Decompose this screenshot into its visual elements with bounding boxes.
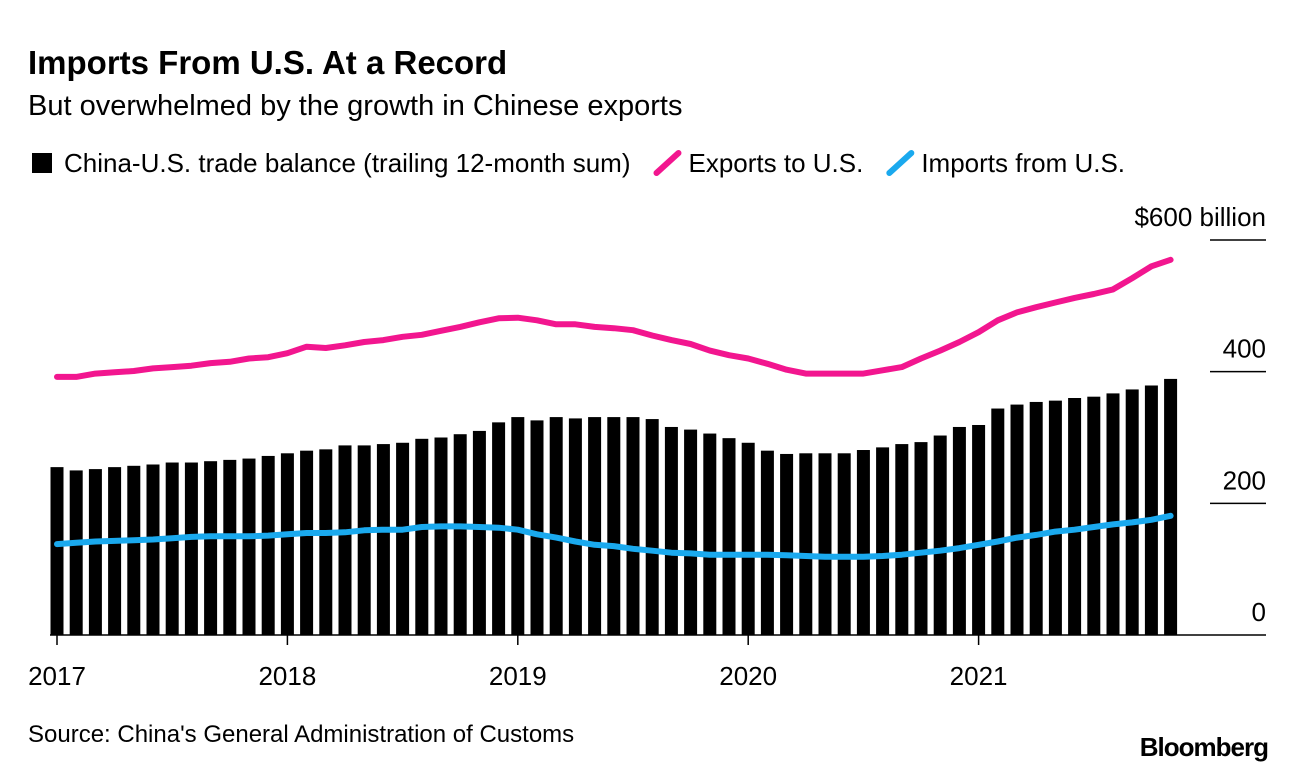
bar — [664, 426, 678, 635]
bar — [511, 417, 525, 635]
bar — [376, 444, 390, 635]
bar — [472, 430, 486, 635]
bar — [876, 447, 890, 635]
bar — [914, 442, 928, 635]
bar — [933, 435, 947, 635]
bar — [1029, 401, 1043, 635]
bar — [837, 453, 851, 635]
bar — [1048, 400, 1062, 635]
bar — [588, 417, 602, 635]
bar — [530, 420, 544, 635]
bar — [280, 453, 294, 635]
bar — [684, 429, 698, 635]
bar — [703, 433, 717, 635]
chart-subtitle: But overwhelmed by the growth in Chinese… — [28, 90, 682, 122]
bar — [396, 442, 410, 635]
bar — [1164, 378, 1178, 635]
y-tick-label: 400 — [1223, 334, 1266, 364]
bar — [1010, 404, 1024, 635]
bar — [415, 438, 429, 635]
bar — [261, 455, 275, 635]
bar — [607, 417, 621, 635]
legend-label: China-U.S. trade balance (trailing 12-mo… — [64, 148, 630, 178]
source: Source: China's General Administration o… — [28, 721, 574, 748]
bar — [204, 461, 218, 635]
bar — [549, 417, 563, 635]
line — [54, 256, 1174, 380]
bar — [645, 419, 659, 635]
bar — [1068, 398, 1082, 635]
legend-swatch — [886, 150, 915, 176]
bar — [818, 453, 832, 635]
y-tick-label: 200 — [1223, 465, 1266, 495]
bar — [741, 442, 755, 635]
bar — [856, 450, 870, 635]
chart-title: Imports From U.S. At a Record — [28, 44, 507, 81]
legend-label: Exports to U.S. — [688, 148, 863, 178]
bar — [1087, 396, 1101, 635]
legend-swatch — [32, 153, 52, 173]
bar — [453, 434, 467, 635]
bar — [50, 467, 64, 635]
bar — [722, 438, 736, 635]
bar — [952, 426, 966, 635]
legend-swatch — [653, 150, 682, 176]
bar — [760, 450, 774, 635]
line — [54, 512, 1174, 560]
bar — [223, 459, 237, 635]
bar — [300, 450, 314, 635]
bar — [799, 453, 813, 635]
bar — [127, 465, 141, 635]
x-tick-label: 2017 — [28, 661, 86, 691]
bar — [88, 469, 102, 635]
bar — [568, 418, 582, 635]
bar — [319, 449, 333, 635]
bar — [357, 445, 371, 635]
bar — [242, 458, 256, 635]
bar — [972, 424, 986, 635]
bar — [338, 445, 352, 635]
x-tick-label: 2019 — [489, 661, 547, 691]
bar — [1125, 389, 1139, 635]
bar — [780, 453, 794, 635]
bar — [69, 470, 83, 635]
bar — [1144, 385, 1158, 635]
bar — [146, 464, 160, 635]
bar — [165, 462, 179, 635]
bar — [184, 462, 198, 635]
bar — [626, 417, 640, 635]
x-tick-label: 2020 — [719, 661, 777, 691]
brand-logo: Bloomberg — [1140, 732, 1268, 762]
y-tick-label: 0 — [1252, 597, 1266, 627]
y-tick-label: $600 billion — [1134, 202, 1266, 232]
bar — [1106, 393, 1120, 635]
bar — [991, 408, 1005, 635]
bar — [895, 444, 909, 635]
legend-label: Imports from U.S. — [921, 148, 1125, 178]
bar — [434, 437, 448, 635]
x-tick-label: 2018 — [258, 661, 316, 691]
x-tick-label: 2021 — [950, 661, 1008, 691]
bar — [108, 467, 122, 635]
